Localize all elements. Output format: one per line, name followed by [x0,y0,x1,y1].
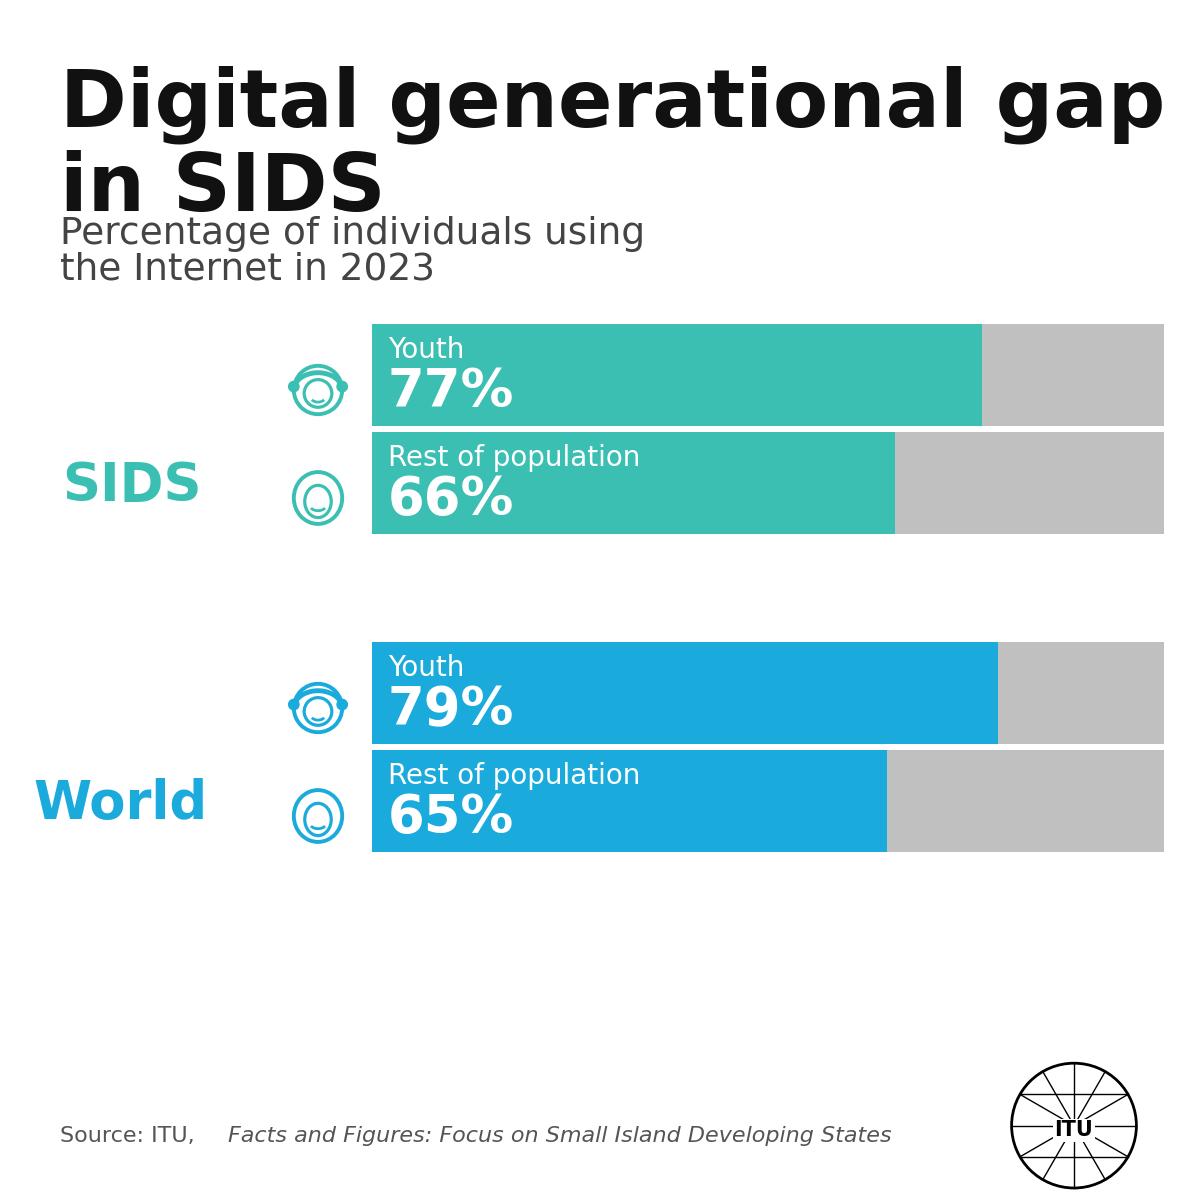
FancyBboxPatch shape [372,432,895,534]
FancyBboxPatch shape [997,642,1164,744]
Text: Youth: Youth [388,654,464,683]
Text: 65%: 65% [388,792,514,845]
Text: in SIDS: in SIDS [60,150,385,228]
Circle shape [289,382,299,391]
Text: ITU: ITU [1055,1121,1093,1140]
Circle shape [337,382,347,391]
Text: Percentage of individuals using: Percentage of individuals using [60,216,646,252]
FancyBboxPatch shape [372,642,997,744]
Text: Facts and Figures: Focus on Small Island Developing States: Facts and Figures: Focus on Small Island… [228,1126,892,1146]
Text: the Internet in 2023: the Internet in 2023 [60,252,436,288]
Text: Youth: Youth [388,336,464,365]
Circle shape [337,700,347,709]
FancyBboxPatch shape [372,750,887,852]
Text: Source: ITU,: Source: ITU, [60,1126,202,1146]
Text: World: World [32,778,208,830]
Text: 77%: 77% [388,366,514,419]
Text: 79%: 79% [388,684,514,736]
Text: 66%: 66% [388,474,514,526]
Text: SIDS: SIDS [62,460,202,512]
Circle shape [289,700,299,709]
FancyBboxPatch shape [982,324,1164,426]
Text: Digital generational gap: Digital generational gap [60,66,1165,144]
FancyBboxPatch shape [895,432,1164,534]
FancyBboxPatch shape [887,750,1164,852]
Text: Rest of population: Rest of population [388,444,640,473]
Text: Rest of population: Rest of population [388,762,640,791]
FancyBboxPatch shape [372,324,982,426]
